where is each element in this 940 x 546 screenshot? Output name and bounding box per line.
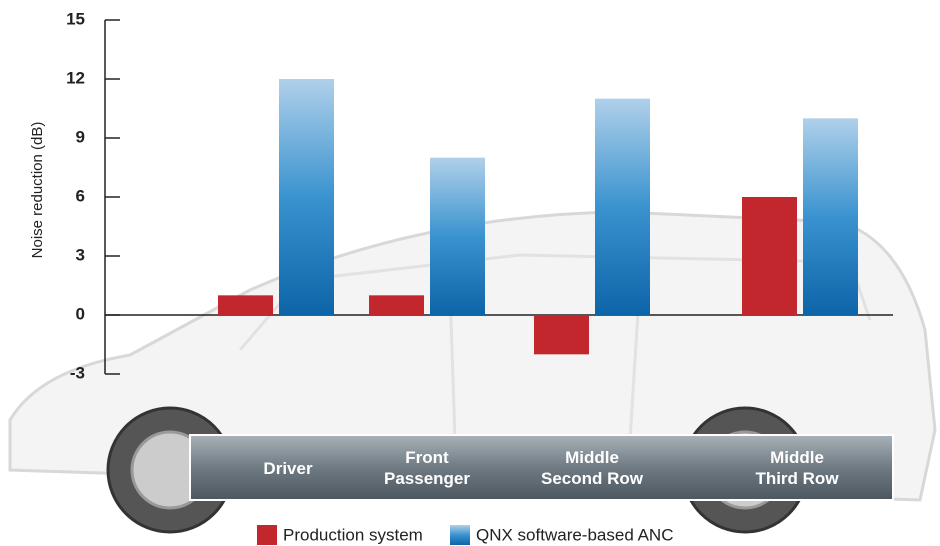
y-tick-label: 3 — [76, 245, 85, 264]
y-tick-label: 6 — [76, 186, 85, 205]
category-label: Middle Third Row — [717, 440, 877, 496]
y-tick-label: -3 — [70, 363, 85, 382]
category-label: Driver — [208, 440, 368, 496]
bar — [595, 99, 650, 315]
legend-swatch — [450, 525, 470, 545]
bar — [218, 295, 273, 315]
category-label: Middle Second Row — [512, 440, 672, 496]
y-tick-label: 15 — [66, 9, 85, 28]
y-tick-label: 12 — [66, 68, 85, 87]
legend-label: Production system — [283, 525, 423, 544]
bar — [369, 295, 424, 315]
category-label: Front Passenger — [347, 440, 507, 496]
y-tick-label: 0 — [76, 304, 85, 323]
bar — [279, 79, 334, 315]
y-axis-label: Noise reduction (dB) — [29, 122, 46, 259]
bar — [742, 197, 797, 315]
y-tick-label: 9 — [76, 127, 85, 146]
bar — [430, 158, 485, 315]
bar — [534, 315, 589, 354]
legend-label: QNX software-based ANC — [476, 525, 673, 544]
legend-swatch — [257, 525, 277, 545]
page: Noise reduction (dB) -3 0 3 6 9 12 15 Productio… — [0, 0, 940, 546]
bar — [803, 118, 858, 315]
